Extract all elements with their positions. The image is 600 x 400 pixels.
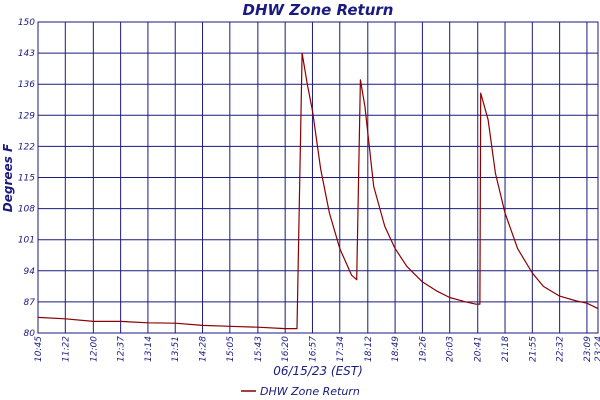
y-tick-label: 80 bbox=[24, 329, 36, 339]
y-tick-label: 94 bbox=[24, 267, 36, 277]
x-tick-label: 18:49 bbox=[391, 336, 401, 362]
x-tick-label: 18:12 bbox=[364, 336, 374, 362]
x-tick-label: 15:43 bbox=[254, 336, 264, 362]
y-tick-label: 143 bbox=[18, 49, 35, 59]
grid bbox=[37, 21, 599, 334]
x-tick-label: 12:00 bbox=[89, 336, 99, 362]
x-tick-label: 19:26 bbox=[418, 336, 428, 362]
series-line bbox=[37, 52, 599, 330]
x-tick-label: 14:28 bbox=[199, 336, 209, 362]
y-tick-label: 122 bbox=[18, 142, 35, 152]
y-tick-label: 150 bbox=[18, 18, 35, 28]
x-tick-label: 13:51 bbox=[171, 336, 181, 362]
x-axis-label: 06/15/23 (EST) bbox=[273, 364, 363, 378]
y-tick-label: 101 bbox=[18, 236, 35, 246]
x-tick-label: 15:05 bbox=[226, 336, 236, 362]
x-tick-label: 21:55 bbox=[528, 336, 538, 362]
y-tick-label: 136 bbox=[18, 80, 35, 90]
x-tick-label: 16:20 bbox=[281, 336, 291, 362]
x-tick-label: 21:18 bbox=[501, 336, 511, 362]
series-group bbox=[37, 52, 599, 330]
x-axis-ticks: 10:45 11:22 12:00 12:37 13:14 13:51 14:28 15:05… bbox=[34, 336, 600, 362]
x-tick-label: 23:09 bbox=[583, 336, 593, 362]
y-tick-label: 129 bbox=[18, 111, 35, 121]
legend: DHW Zone Return bbox=[241, 385, 360, 398]
y-tick-label: 108 bbox=[18, 205, 35, 215]
x-tick-label: 17:34 bbox=[336, 336, 346, 362]
y-tick-label: 87 bbox=[24, 298, 36, 308]
x-tick-label: 11:22 bbox=[61, 336, 71, 362]
legend-label: DHW Zone Return bbox=[260, 385, 360, 398]
x-tick-label: 10:45 bbox=[34, 336, 44, 362]
x-tick-label: 20:41 bbox=[474, 336, 484, 362]
x-tick-label: 23:24 bbox=[594, 336, 600, 362]
y-axis-label: Degrees F bbox=[1, 143, 15, 212]
x-tick-label: 16:57 bbox=[308, 336, 318, 362]
x-tick-label: 20:03 bbox=[446, 336, 456, 362]
chart-title: DHW Zone Return bbox=[243, 1, 394, 19]
plot-border bbox=[37, 21, 599, 334]
y-axis-ticks: 80 87 94 101 108 115 122 129 136 143 150 bbox=[18, 18, 35, 339]
x-tick-label: 12:37 bbox=[117, 336, 127, 362]
x-tick-label: 13:14 bbox=[144, 336, 154, 362]
x-tick-label: 22:32 bbox=[556, 336, 566, 362]
y-tick-label: 115 bbox=[18, 174, 35, 184]
